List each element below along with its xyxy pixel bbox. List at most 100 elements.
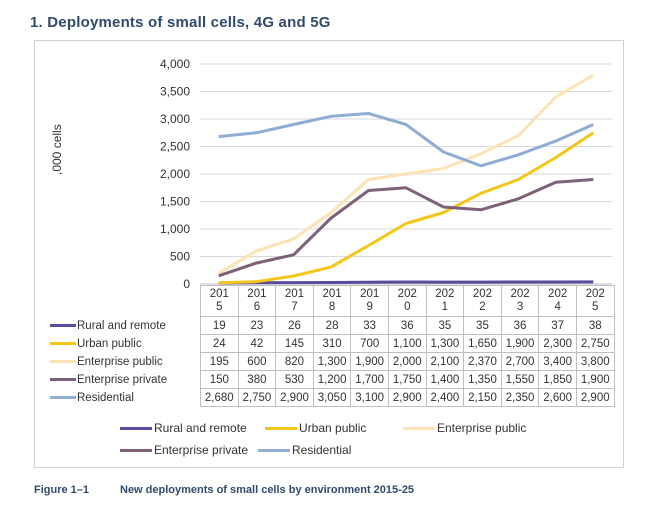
- table-cell: 2,300: [538, 334, 577, 353]
- table-series-label: Rural and remote: [50, 316, 201, 335]
- x-tick-label: 201 5: [200, 285, 239, 317]
- y-tick-label: 500: [170, 250, 190, 264]
- table-cell: 37: [538, 316, 577, 335]
- table-cell: 195: [200, 352, 239, 371]
- table-cell: 23: [237, 316, 277, 335]
- table-cell: 1,300: [312, 352, 352, 371]
- x-tick-label: 202 4: [538, 285, 577, 317]
- table-cell: 150: [200, 370, 239, 389]
- y-tick-label: 3,500: [160, 85, 190, 99]
- legend-swatch: [265, 427, 297, 431]
- line-chart: 0 500 1,000 1,500 2,000 2,500 3,000 3,500 4,000: [160, 57, 612, 291]
- table-cell: 3,100: [350, 388, 389, 407]
- table-cell: 2,000: [387, 352, 427, 371]
- table-cell: 38: [575, 316, 615, 335]
- x-tick-label: 202 1: [425, 285, 465, 317]
- table-cell: 2,100: [425, 352, 465, 371]
- table-header-row: 201 5 201 6 201 7 201 8 201 9 202 0 202 1 202 2 202 3 202 4…: [50, 285, 615, 317]
- table-cell: 700: [350, 334, 389, 353]
- table-cell: 28: [312, 316, 352, 335]
- table-series-swatch: [50, 359, 76, 363]
- y-tick-label: 1,000: [160, 222, 190, 236]
- legend-item-rural: Rural and remote: [120, 421, 247, 435]
- table-series-label: Enterprise public: [50, 352, 201, 371]
- legend-item-enterprise-private: Enterprise private: [120, 443, 248, 457]
- table-row: Urban public 24 42 145 310 700 1,100 1,300 1,650…: [50, 334, 615, 353]
- table-cell: 2,700: [500, 352, 540, 371]
- table-cell: 36: [500, 316, 540, 335]
- table-cell: 1,700: [350, 370, 389, 389]
- table-cell: 3,800: [575, 352, 615, 371]
- table-cell: 1,100: [387, 334, 427, 353]
- table-row: Rural and remote 19 23 26 28 33 36 35 35 36 37 38: [50, 316, 615, 335]
- chart-frame: [34, 40, 624, 468]
- series-line-enterprise-public: [217, 73, 595, 275]
- table-corner: [50, 286, 201, 317]
- y-tick-labels: 0 500 1,000 1,500 2,000 2,500 3,000 3,500 4,000: [160, 57, 190, 291]
- table-cell: 26: [275, 316, 314, 335]
- series-line-rural-and-remote: [218, 280, 594, 285]
- legend-swatch: [403, 427, 435, 431]
- x-tick-label: 201 8: [312, 285, 352, 317]
- legend-label: Enterprise public: [437, 421, 527, 435]
- table-cell: 2,900: [575, 388, 615, 407]
- legend-item-enterprise-public: Enterprise public: [403, 421, 526, 435]
- table-cell: 310: [312, 334, 352, 353]
- table-cell: 145: [275, 334, 314, 353]
- series-line-residential: [218, 112, 594, 168]
- table-cell: 33: [350, 316, 389, 335]
- legend-swatch: [120, 449, 152, 453]
- table-cell: 530: [275, 370, 314, 389]
- series-lines: [217, 73, 595, 285]
- y-tick-label: 4,000: [160, 57, 190, 71]
- series-line-enterprise-private: [218, 178, 594, 278]
- table-cell: 2,900: [387, 388, 427, 407]
- legend-swatch: [258, 449, 290, 453]
- table-cell: 1,200: [312, 370, 352, 389]
- table-cell: 1,300: [425, 334, 465, 353]
- legend-item-urban: Urban public: [265, 421, 366, 435]
- figure-caption: Figure 1–1 New deployments of small cells…: [34, 484, 414, 496]
- table-cell: 1,900: [575, 370, 615, 389]
- legend-label: Residential: [292, 443, 352, 457]
- table-series-label: Enterprise private: [50, 370, 201, 389]
- x-tick-label: 202 3: [500, 285, 540, 317]
- y-tick-label: 2,500: [160, 140, 190, 154]
- figure-title: New deployments of small cells by enviro…: [120, 484, 415, 496]
- x-tick-label: 201 9: [350, 285, 389, 317]
- table-row: Enterprise private 150 380 530 1,200 1,700 1,7…: [50, 370, 615, 389]
- table-series-swatch: [50, 395, 76, 399]
- table-cell: 24: [200, 334, 239, 353]
- table-cell: 1,900: [500, 334, 540, 353]
- table-cell: 2,350: [500, 388, 540, 407]
- table-series-swatch: [50, 377, 76, 381]
- figure-number: Figure 1–1: [34, 484, 90, 496]
- table-series-label: Urban public: [50, 334, 201, 353]
- table-cell: 380: [237, 370, 277, 389]
- table-cell: 1,900: [350, 352, 389, 371]
- legend-item-residential: Residential: [258, 443, 351, 457]
- x-tick-label: 202 5: [575, 285, 615, 317]
- table-cell: 820: [275, 352, 314, 371]
- table-cell: 36: [387, 316, 427, 335]
- x-tick-label: 201 7: [275, 285, 314, 317]
- table-cell: 1,650: [463, 334, 502, 353]
- legend-label: Urban public: [299, 421, 367, 435]
- table-series-swatch: [50, 323, 76, 327]
- table-series-swatch: [50, 341, 76, 345]
- table-cell: 2,680: [200, 388, 239, 407]
- table-cell: 2,900: [275, 388, 314, 407]
- table-row: Residential 2,680 2,750 2,900 3,050 3,100 2,90…: [50, 388, 615, 407]
- table-cell: 2,150: [463, 388, 502, 407]
- table-cell: 3,400: [538, 352, 577, 371]
- data-table: 201 5 201 6 201 7 201 8 201 9 202 0 202 1 202 2 202 3 202 4…: [50, 285, 615, 407]
- table-cell: 42: [237, 334, 277, 353]
- table-cell: 600: [237, 352, 277, 371]
- table-cell: 2,750: [237, 388, 277, 407]
- legend-swatch: [120, 427, 152, 431]
- table-series-label: Residential: [50, 388, 201, 407]
- series-line-urban-public: [218, 131, 595, 285]
- table-cell: 2,400: [425, 388, 465, 407]
- y-tick-label: 3,000: [160, 112, 190, 126]
- table-cell: 2,600: [538, 388, 577, 407]
